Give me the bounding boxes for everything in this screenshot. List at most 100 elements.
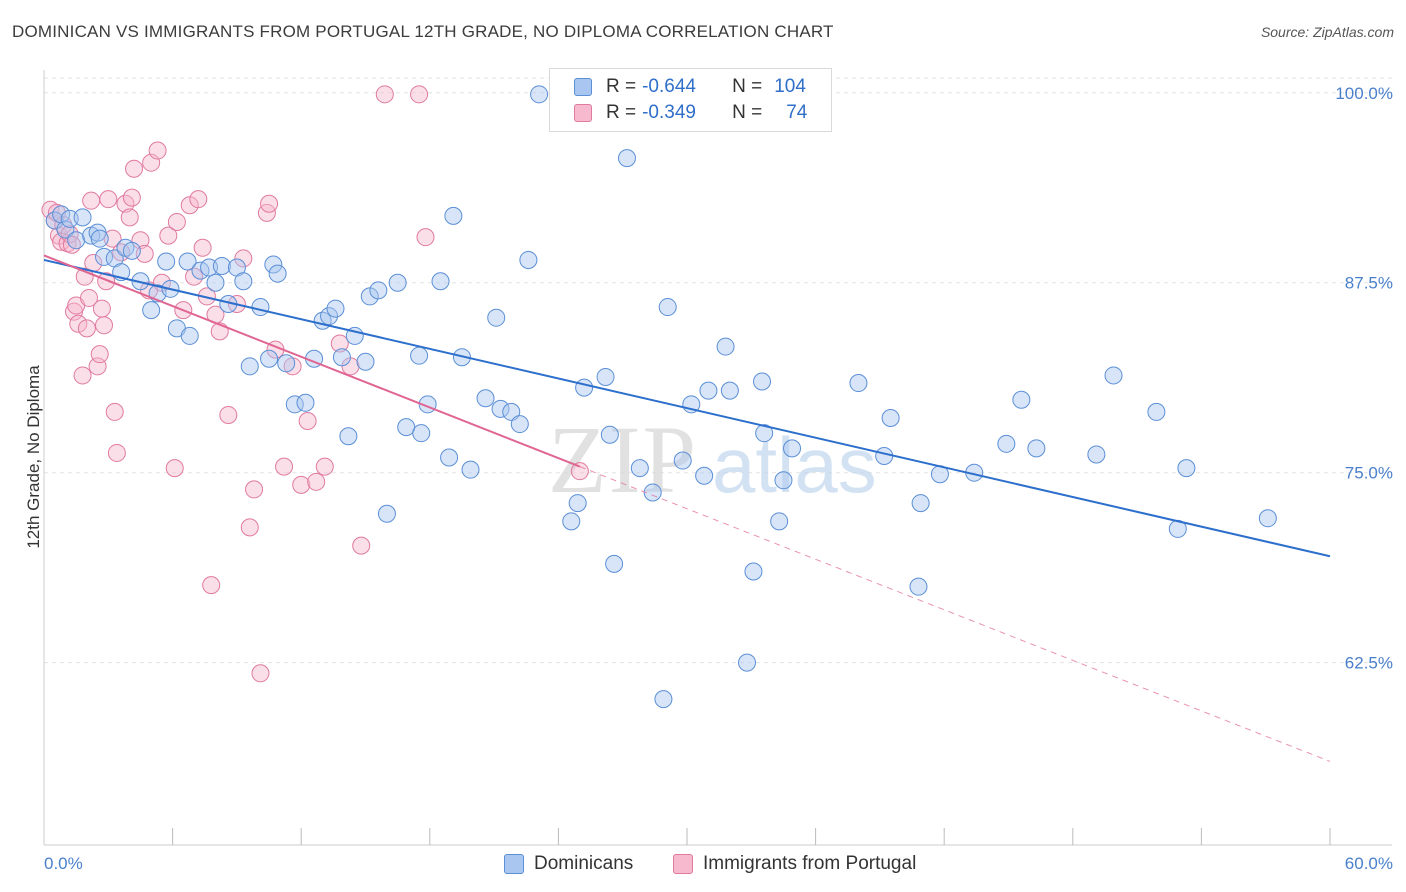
data-point-portugal [292, 475, 311, 494]
data-point-portugal [95, 316, 114, 335]
y-axis-title: 12th Grade, No Diploma [24, 365, 43, 549]
data-point-dominicans [673, 451, 692, 470]
data-point-dominicans [388, 273, 407, 292]
data-point-dominicans [142, 301, 161, 320]
data-point-dominicans [440, 448, 459, 467]
data-point-dominicans [519, 250, 538, 269]
data-point-dominicans [720, 381, 739, 400]
bottom-legend-portugal: Immigrants from Portugal [673, 852, 916, 876]
watermark-zip: ZIP [548, 406, 698, 513]
legend-row-dominicans: R = -0.644 N = 104 [574, 74, 806, 100]
data-point-portugal [352, 536, 371, 555]
legend-swatch-pink [574, 104, 592, 122]
data-point-dominicans [617, 149, 636, 168]
data-point-dominicans [755, 424, 774, 443]
data-point-portugal [330, 334, 349, 353]
data-point-dominicans [212, 257, 231, 276]
data-point-portugal [315, 457, 334, 476]
legend-r-label: R = [606, 76, 637, 97]
legend-row-portugal: R = -0.349 N = 74 [574, 100, 807, 126]
data-point-dominicans [264, 255, 283, 274]
data-point-dominicans [849, 374, 868, 393]
data-point-dominicans [431, 272, 450, 291]
series-dominicans [45, 85, 1277, 709]
data-point-dominicans [783, 439, 802, 458]
data-point-dominicans [52, 205, 71, 224]
data-point-dominicans [67, 231, 86, 250]
data-point-dominicans [461, 460, 480, 479]
data-point-dominicans [240, 357, 259, 376]
data-point-dominicans [770, 512, 789, 531]
trend-line-dominicans [43, 258, 1331, 558]
data-point-dominicans [412, 424, 431, 443]
data-point-dominicans [157, 252, 176, 271]
legend-n-value: 74 [786, 102, 808, 123]
legend-r-label: R = [606, 102, 637, 123]
data-point-portugal [99, 190, 118, 209]
data-point-dominicans [744, 562, 763, 581]
data-point-portugal [90, 345, 109, 364]
data-point-portugal [165, 459, 184, 478]
watermark-atlas: atlas [712, 421, 877, 509]
data-point-portugal [375, 85, 394, 104]
data-point-dominicans [1087, 445, 1106, 464]
data-point-dominicans [444, 206, 463, 225]
data-point-portugal [97, 272, 116, 291]
data-point-dominicans [60, 209, 79, 228]
data-point-dominicans [716, 337, 735, 356]
data-point-dominicans [753, 372, 772, 391]
data-point-dominicans [200, 258, 219, 277]
data-point-portugal [122, 188, 141, 207]
data-point-portugal [82, 191, 101, 210]
data-point-dominicans [180, 326, 199, 345]
bottom-legend-label-dominicans: Dominicans [534, 853, 634, 874]
data-point-dominicans [575, 378, 594, 397]
data-point-portugal [69, 314, 88, 333]
data-point-dominicans [630, 459, 649, 478]
data-point-dominicans [695, 466, 714, 485]
trend-line-portugal-extension [579, 466, 1331, 762]
data-point-dominicans [1177, 459, 1196, 478]
data-point-dominicans [90, 229, 109, 248]
data-point-portugal [251, 664, 270, 683]
data-point-portugal [245, 480, 264, 499]
data-point-dominicans [56, 220, 75, 239]
data-point-portugal [193, 238, 212, 257]
data-point-dominicans [911, 494, 930, 513]
data-point-portugal [125, 159, 144, 178]
data-point-dominicans [268, 264, 287, 283]
data-point-portugal [167, 212, 186, 231]
bottom-legend-label-portugal: Immigrants from Portugal [703, 853, 917, 874]
legend-r-value: -0.349 [642, 102, 696, 123]
data-point-portugal [120, 208, 139, 227]
data-point-dominicans [658, 298, 677, 317]
watermark: ZIP atlas [548, 406, 877, 513]
legend-n-label: N = [732, 76, 763, 97]
data-point-dominicans [654, 690, 673, 709]
data-point-dominicans [332, 348, 351, 367]
chart-title: DOMINICAN VS IMMIGRANTS FROM PORTUGAL 12… [12, 22, 834, 41]
bottom-legend-swatch-blue [504, 854, 524, 874]
data-point-portugal [159, 226, 178, 245]
data-point-portugal [234, 249, 253, 268]
data-point-dominicans [234, 272, 253, 291]
data-point-dominicans [1258, 509, 1277, 528]
x-tick-label: 60.0% [1345, 854, 1393, 873]
data-point-dominicans [568, 494, 587, 513]
data-point-dominicans [277, 354, 296, 373]
data-point-dominicans [699, 381, 718, 400]
data-point-dominicans [410, 346, 429, 365]
data-point-dominicans [260, 349, 279, 368]
series-immigrants-from-portugal [41, 85, 589, 683]
bottom-legend-swatch-pink [673, 854, 693, 874]
data-point-dominicans [339, 427, 358, 446]
data-point-dominicans [502, 402, 521, 421]
data-point-dominicans [881, 408, 900, 427]
legend-n-label: N = [732, 102, 763, 123]
data-point-dominicans [73, 208, 92, 227]
data-point-dominicans [997, 434, 1016, 453]
data-point-dominicans [605, 554, 624, 573]
data-point-dominicans [738, 653, 757, 672]
data-point-dominicans [1147, 402, 1166, 421]
source-label: Source: ZipAtlas.com [1260, 24, 1394, 40]
